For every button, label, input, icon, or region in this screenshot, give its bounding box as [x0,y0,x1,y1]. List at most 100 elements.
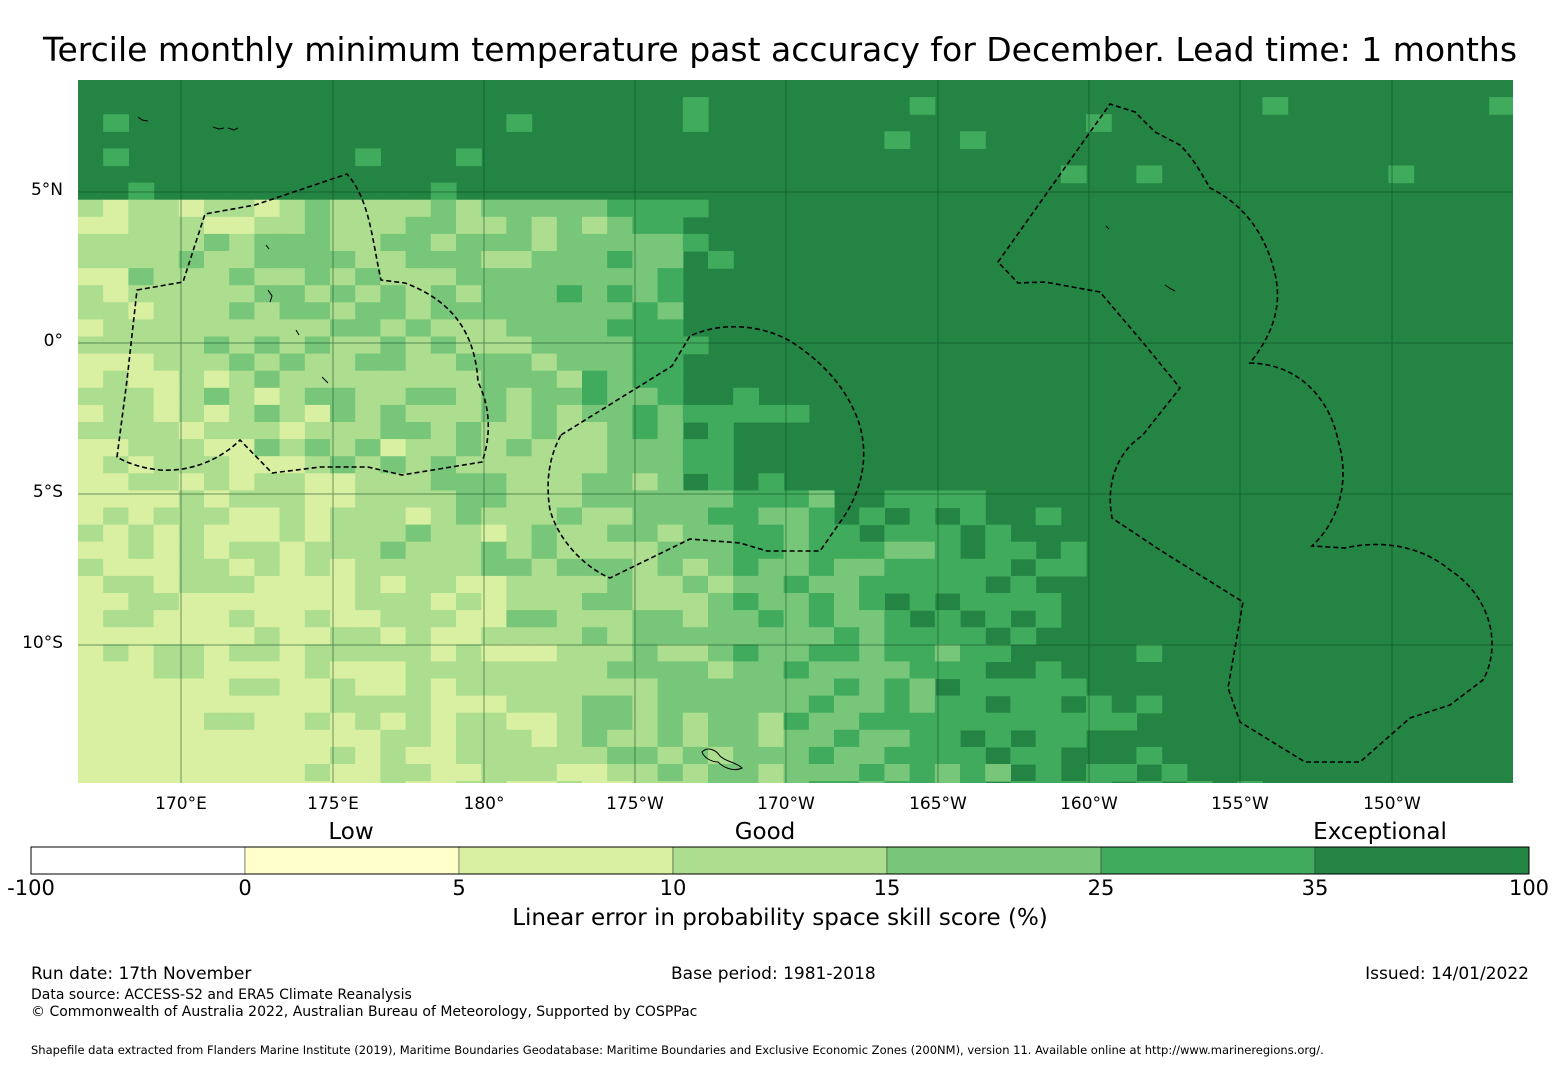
skill-tile [607,764,633,782]
skill-tile [78,678,104,697]
skill-tile [1186,781,1213,783]
skill-tile [229,490,255,509]
skill-tile [153,541,180,560]
skill-tile [254,678,281,697]
skill-tile [103,473,129,491]
skill-tile [657,712,684,731]
skill-tile [909,524,936,543]
skill-tile [607,661,633,680]
skill-tile [204,370,230,389]
skill-tile [178,233,205,252]
skill-tile [758,610,785,628]
skill-tile [657,302,684,320]
tick-25: 25 [1087,876,1115,900]
tokelau-samoa-eez [547,325,865,579]
skill-tile [355,575,381,594]
skill-tile [506,199,533,218]
skill-tile [405,456,432,474]
skill-tile [960,644,986,662]
skill-tile [582,746,608,765]
skill-tile [78,661,104,680]
skill-tile [304,370,331,389]
skill-tile [405,627,432,645]
skill-tile [254,541,281,560]
skill-tile [304,712,331,731]
skill-tile [657,764,684,782]
skill-tile [556,644,583,662]
skill-tile [1060,165,1087,184]
skill-tile [657,370,684,389]
island-outlines [137,116,1176,771]
skill-tile [783,712,810,731]
category-low: Low [328,819,374,845]
tick-5: 5 [452,876,466,900]
skill-tile [128,610,155,628]
skill-tile [430,558,457,577]
skill-tile [582,695,608,714]
skill-tile [178,524,205,543]
skill-tile [556,336,583,355]
skill-tile [708,729,734,748]
skill-tile [128,695,155,714]
skill-tile [405,387,432,406]
skill-tile [481,541,507,560]
skill-tile [355,781,381,783]
skill-tile [934,490,961,509]
skill-tile [934,524,961,543]
skill-tile [682,781,709,783]
skill-tile [632,251,659,269]
skill-tile [430,182,457,201]
skill-tile [632,678,659,697]
skill-tile [128,764,155,782]
skill-tile [682,439,709,457]
skill-tile [355,490,381,509]
skill-tile [758,644,785,662]
skill-tile [506,627,533,645]
skill-tile [682,729,709,748]
skill-tile [556,251,583,269]
skill-tile [733,507,759,526]
skill-tile [128,353,155,372]
skill-tile [481,507,507,526]
skill-tile [531,285,558,303]
skill-tile [481,781,507,783]
tick-15: 15 [873,876,901,900]
skill-tile [254,319,281,338]
skill-tile [78,575,104,594]
skill-tile [808,627,835,645]
skill-tile [708,575,734,594]
skill-tile [556,678,583,697]
skill-tile [582,764,608,782]
skill-tile [279,524,306,543]
skill-tile [506,251,533,269]
skill-tile [430,285,457,303]
skill-tile [178,507,205,526]
skill-tile [682,575,709,594]
skill-tile [78,404,104,423]
skill-tile [304,439,331,457]
skill-tile [607,575,633,594]
skill-tile [380,781,407,783]
skill-tile [103,507,129,526]
skill-tile [178,729,205,748]
skill-tile [279,541,306,560]
skill-tile [103,524,129,543]
skill-tile [405,422,432,440]
skill-tile [204,404,230,423]
skill-tile [330,712,356,731]
skill-tile [103,593,129,611]
skill-tile [430,507,457,526]
skill-tile [582,422,608,440]
skill-tile [304,422,331,440]
skill-tile [103,490,129,509]
skill-tile [758,575,785,594]
skill-tile [178,695,205,714]
skill-tile [960,781,986,783]
skill-tile [657,216,684,235]
skill-tile [607,387,633,406]
skill-tile [405,404,432,423]
skill-tile [279,387,306,406]
skill-tile [1161,764,1188,782]
skill-tile [355,473,381,491]
skill-tile [456,422,482,440]
